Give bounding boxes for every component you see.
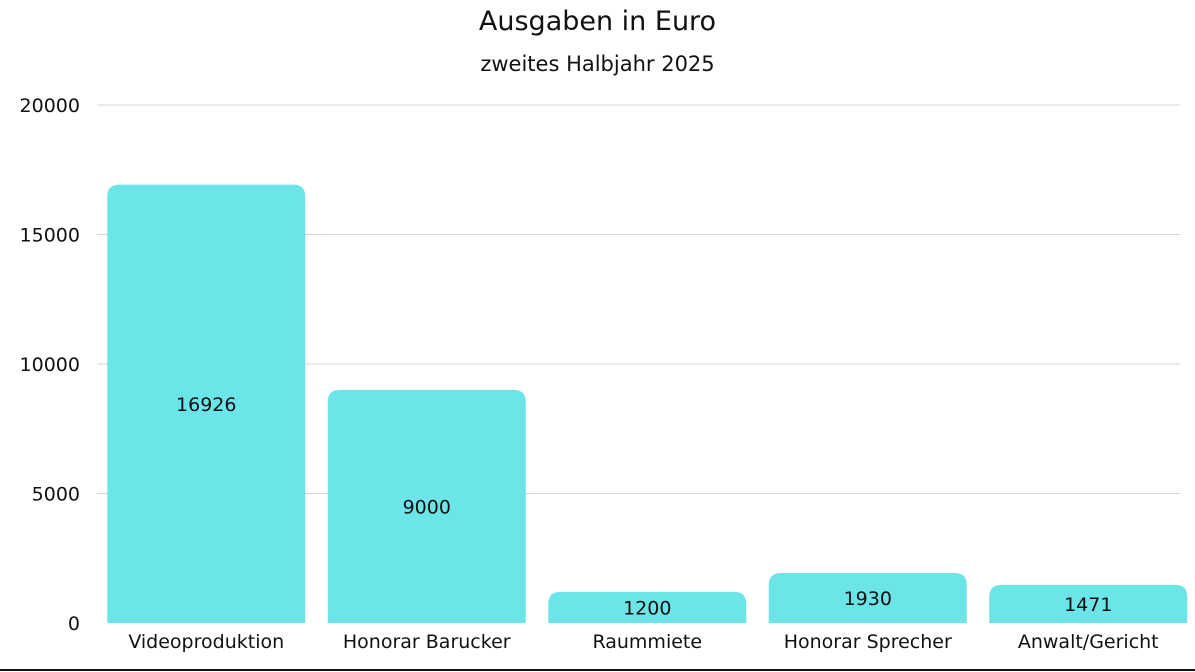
y-tick-label: 5000 [32,484,80,506]
x-tick-label: Honorar Barucker [343,631,511,653]
x-tick-label: Anwalt/Gericht [1018,631,1159,653]
chart-title: Ausgaben in Euro [478,6,717,37]
data-label: 1471 [1064,594,1112,616]
x-tick-label: Honorar Sprecher [784,631,952,653]
chart-subtitle: zweites Halbjahr 2025 [480,52,715,76]
bar [768,573,967,623]
data-label: 16926 [176,394,236,416]
y-tick-label: 10000 [20,354,80,376]
bar [107,184,306,623]
y-tick-label: 0 [68,613,80,635]
y-tick-label: 15000 [20,225,80,247]
bar [989,584,1188,623]
data-label: 1930 [844,588,892,610]
x-tick-label: Videoproduktion [128,631,284,653]
data-label: 1200 [623,597,671,619]
y-tick-label: 20000 [20,95,80,117]
data-label: 9000 [403,496,451,518]
bar [548,591,747,623]
x-tick-label: Raummiete [592,631,702,653]
bar [327,389,526,623]
